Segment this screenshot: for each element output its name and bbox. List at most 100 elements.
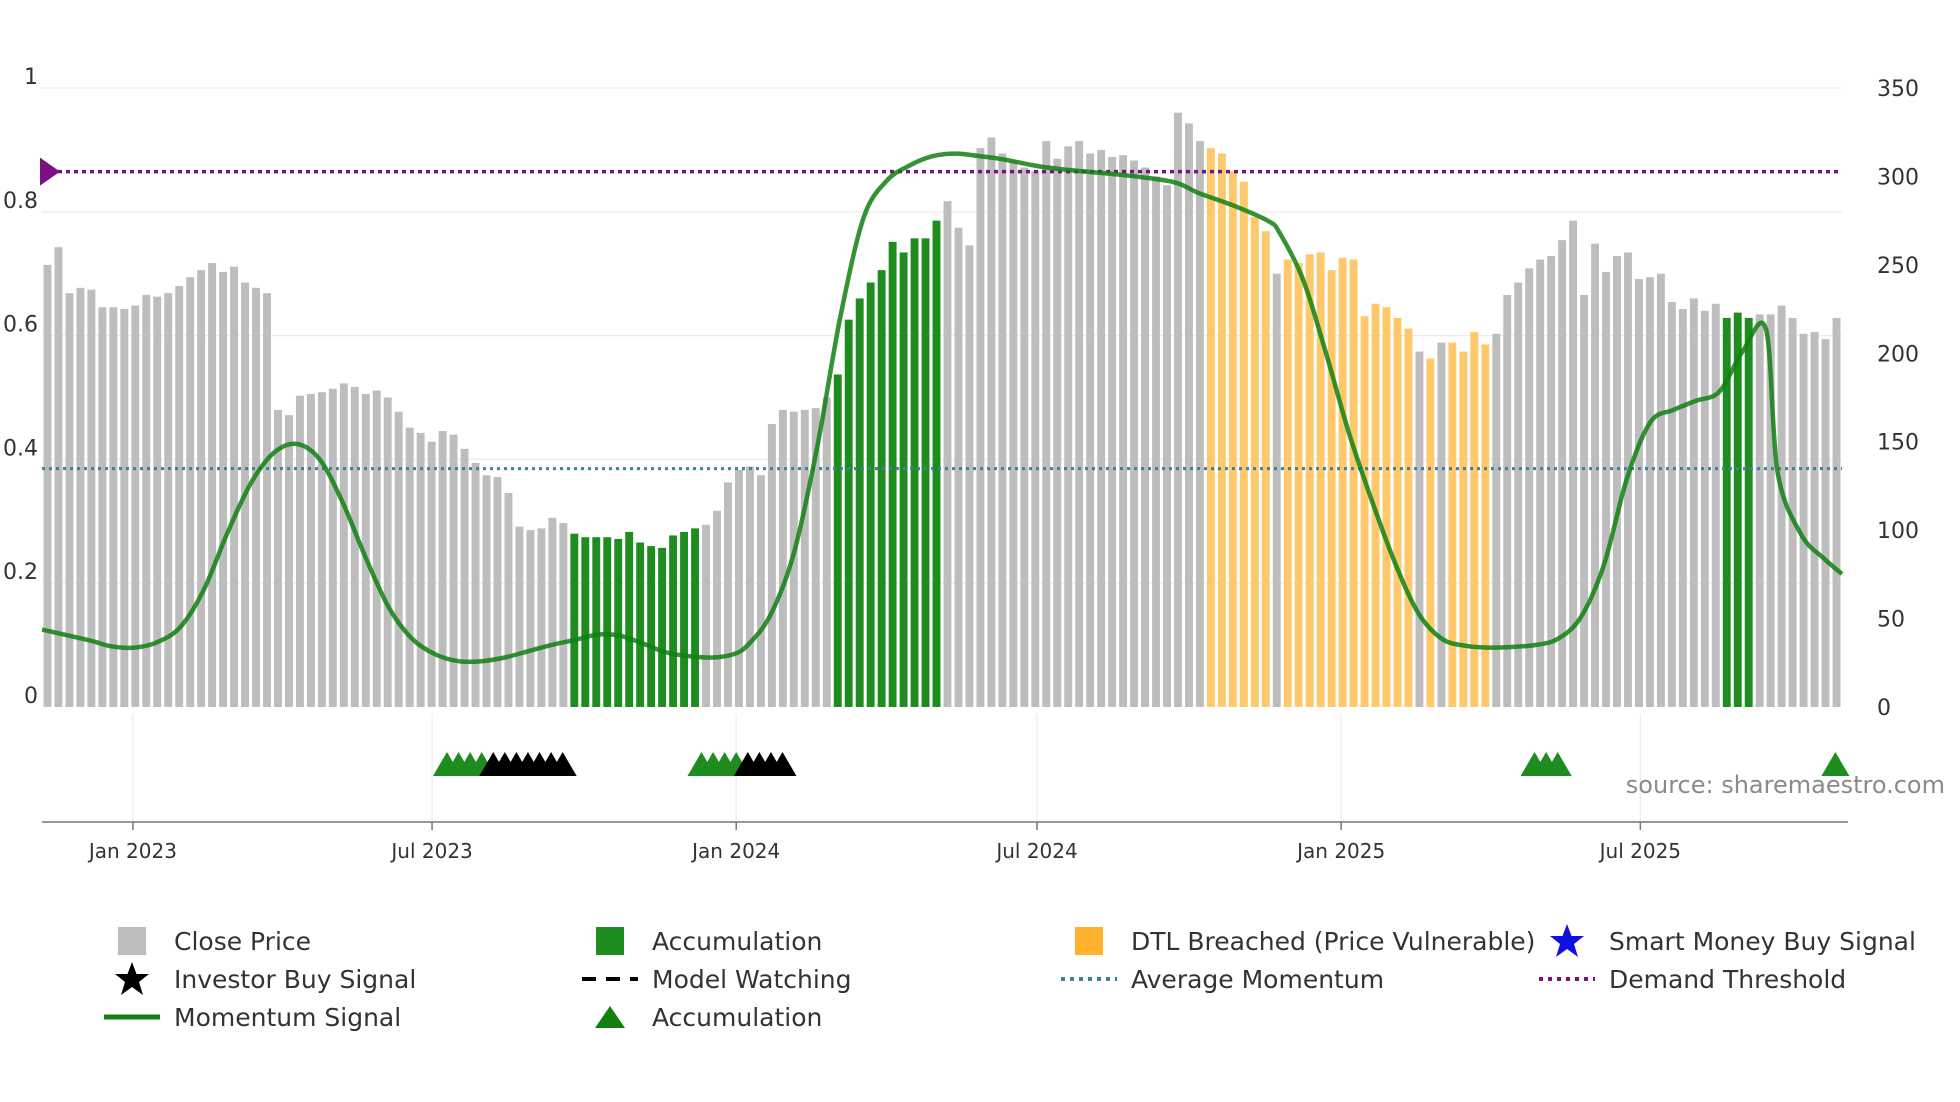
close-price-bar (537, 528, 546, 707)
legend-symbol-dot-icon (1057, 960, 1121, 998)
close-price-bar (713, 510, 721, 707)
signal-markers-panel (432, 752, 1850, 776)
threshold-lines (40, 157, 1842, 471)
accumulation-bar (581, 537, 590, 707)
legend-label: Investor Buy Signal (174, 964, 417, 994)
dtl-bar (1305, 254, 1314, 707)
legend-symbol-line-icon (100, 998, 164, 1036)
legend-symbol-square-icon (578, 922, 642, 960)
investor-buy-marker (768, 752, 797, 776)
accumulation-bar (921, 238, 930, 707)
close-price-bar (1163, 185, 1171, 707)
close-price-bar (317, 392, 326, 707)
close-price-bar (65, 293, 74, 707)
legend-label: Average Momentum (1131, 964, 1385, 994)
close-price-bar (1042, 141, 1051, 707)
close-price-bar (1031, 171, 1040, 707)
close-price-bar (1580, 294, 1589, 707)
right-tick-label: 50 (1877, 608, 1905, 633)
close-price-bar (219, 271, 228, 707)
close-price-bar (1009, 160, 1018, 707)
legend-item-investor: Investor Buy Signal (100, 960, 416, 998)
accumulation-marker (1543, 752, 1572, 776)
close-price-bar (164, 293, 173, 707)
legend-symbol-star-icon (100, 960, 164, 998)
close-price-bar (350, 386, 359, 707)
x-tick-label: Jul 2025 (1598, 839, 1681, 863)
accumulation-bar (614, 538, 623, 707)
dtl-bar (1404, 328, 1413, 707)
close-price-bar (1185, 123, 1193, 708)
right-y-axis: 0 50 100 150 200 250 300 350 (1877, 77, 1919, 721)
close-price-bar (1788, 317, 1797, 707)
accumulation-bar (899, 252, 908, 708)
close-price-bar (1635, 279, 1643, 707)
accumulation-bar (669, 535, 678, 707)
close-price-bar (526, 530, 535, 707)
close-price-bar (471, 462, 480, 707)
close-price-bar (76, 287, 85, 707)
close-price-bar (548, 517, 557, 707)
close-price-bar (702, 524, 710, 707)
close-price-bar (1700, 310, 1709, 707)
price-bars (43, 112, 1841, 708)
legend-label: DTL Breached (Price Vulnerable) (1131, 926, 1536, 956)
x-tick-label: Jan 2024 (690, 839, 780, 863)
close-price-bar (383, 397, 392, 707)
close-price-bar (1689, 298, 1698, 707)
dtl-bar (1393, 317, 1402, 707)
legend-item-avgmom: Average Momentum (1057, 960, 1384, 998)
close-price-bar (1195, 141, 1204, 707)
momentum-signal (41, 151, 1844, 665)
dtl-bar (1338, 257, 1347, 707)
close-price-bar (1415, 351, 1424, 707)
accumulation-bar (691, 528, 699, 707)
legend-item-demand: Demand Threshold (1535, 960, 1846, 998)
accumulation-bar (866, 282, 875, 707)
close-price-bar (1678, 309, 1687, 707)
accumulation-bar (855, 298, 864, 707)
left-tick-label: 0.8 (3, 189, 38, 214)
close-price-bar (515, 526, 524, 707)
close-price-bar (778, 409, 787, 707)
dtl-bar (1250, 217, 1259, 708)
close-price-bar (416, 432, 425, 707)
close-price-bar (965, 245, 974, 707)
right-tick-label: 100 (1877, 519, 1919, 544)
close-price-bar (1558, 240, 1567, 707)
legend-label: Demand Threshold (1609, 964, 1847, 994)
close-price-bar (1591, 243, 1599, 707)
close-price-bar (1569, 220, 1578, 707)
close-price-bar (1711, 303, 1720, 707)
legend-label: Momentum Signal (174, 1002, 402, 1032)
dtl-bar (1261, 231, 1270, 707)
close-price-bar (285, 415, 293, 707)
right-tick-label: 0 (1877, 696, 1891, 721)
dtl-bar (1316, 252, 1325, 708)
close-price-bar (328, 388, 337, 707)
close-price-bar (372, 390, 381, 707)
close-price-bar (405, 427, 414, 707)
close-price-bar (1613, 256, 1621, 707)
dtl-bar (1294, 263, 1303, 707)
legend-item-accum_tri: Accumulation (578, 998, 822, 1036)
close-price-bar (1810, 332, 1819, 707)
close-price-bar (339, 383, 348, 707)
close-price-bar (175, 286, 184, 707)
accumulation-bar (680, 531, 689, 707)
dtl-bar (1481, 344, 1490, 707)
legend-symbol-dot-icon (1535, 960, 1599, 998)
close-price-bar (98, 307, 107, 707)
close-price-bar (1755, 314, 1764, 707)
close-price-bar (504, 493, 513, 707)
close-price-bar (1602, 271, 1610, 707)
close-price-bar (954, 227, 963, 707)
close-price-bar (1086, 153, 1095, 707)
close-price-bar (800, 409, 809, 707)
close-price-bar (1053, 158, 1062, 708)
dtl-bar (1206, 148, 1215, 707)
accumulation-bar (636, 542, 645, 707)
source-label: source: sharemaestro.com (1626, 771, 1945, 799)
close-price-bar (745, 466, 754, 707)
